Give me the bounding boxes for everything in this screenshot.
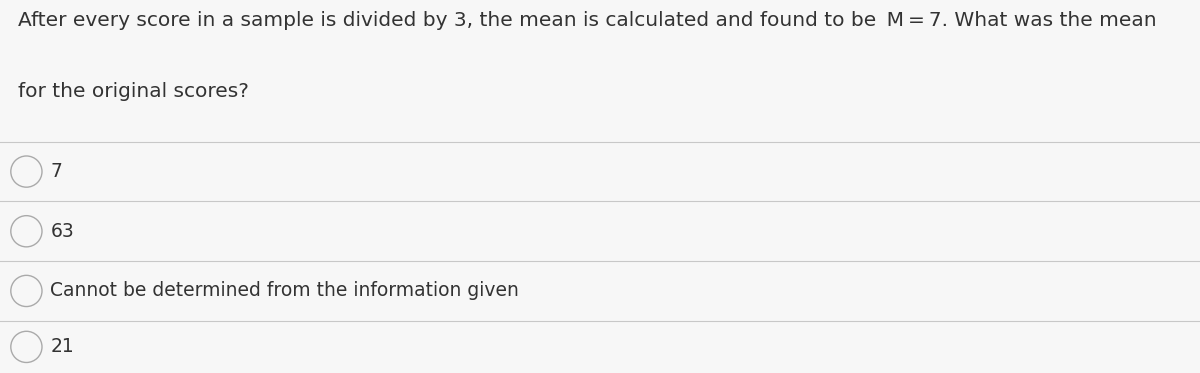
Text: 63: 63 — [50, 222, 74, 241]
Text: After every score in a sample is divided by 3, the mean is calculated and found : After every score in a sample is divided… — [18, 11, 1157, 30]
Text: Cannot be determined from the information given: Cannot be determined from the informatio… — [50, 282, 520, 300]
Text: 21: 21 — [50, 338, 74, 356]
Text: for the original scores?: for the original scores? — [18, 82, 248, 101]
Text: 7: 7 — [50, 162, 62, 181]
